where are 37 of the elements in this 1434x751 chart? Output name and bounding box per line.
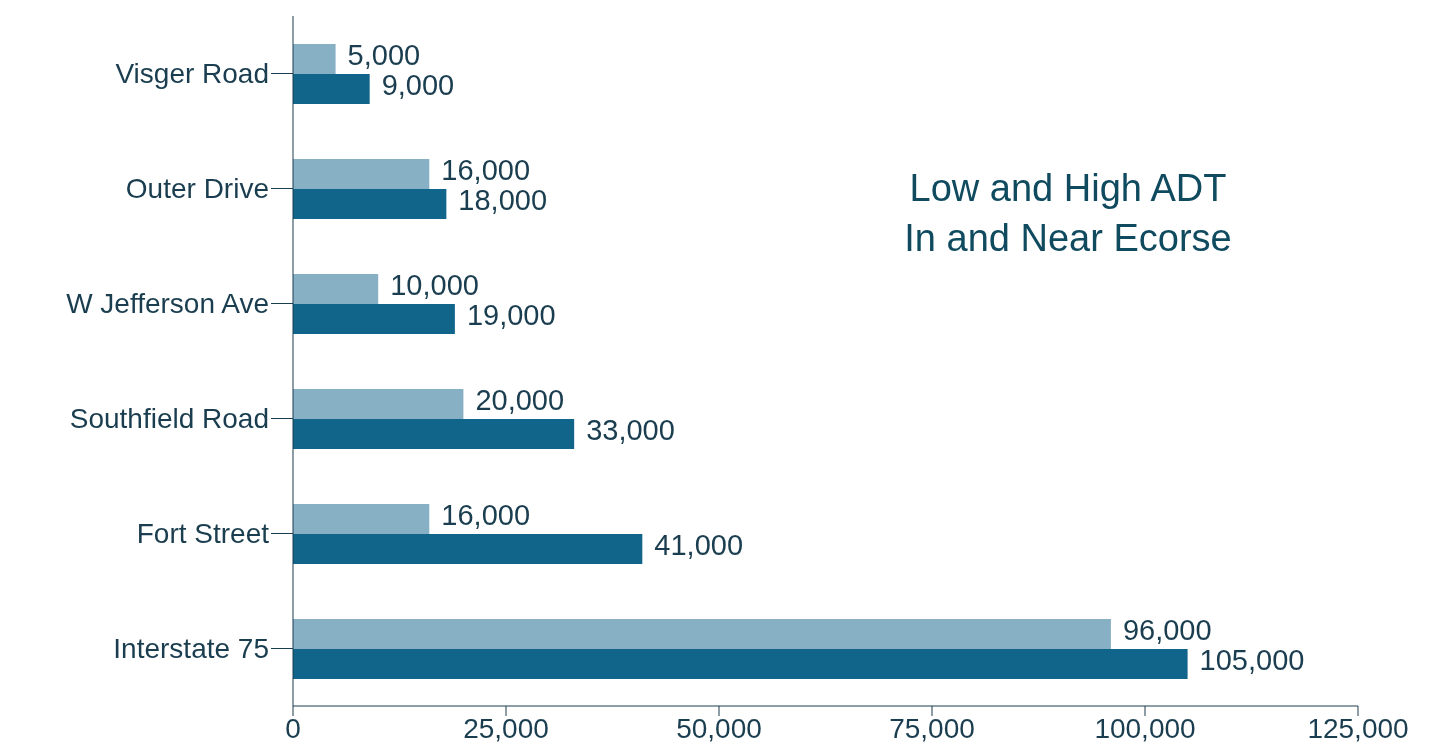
bar — [293, 619, 1111, 649]
y-tick-label: Southfield Road — [69, 403, 269, 435]
data-label: 20,000 — [475, 383, 565, 416]
text: Low and High ADT In and Near Ecorse — [903, 166, 1233, 261]
data-label: 10,000 — [390, 268, 479, 301]
y-tick-label: Fort Street — [136, 518, 270, 550]
data-label: 33,000 — [586, 413, 675, 446]
bar — [293, 304, 455, 334]
bar — [293, 74, 370, 104]
x-tick-label: 50,000 — [676, 712, 762, 744]
y-tick-label: Interstate 75 — [113, 633, 269, 665]
x-tick-label: 75,000 — [889, 712, 975, 744]
y-tick-label: Visger Road — [115, 58, 269, 90]
data-label: 18,000 — [458, 183, 548, 216]
data-label: 5,000 — [347, 38, 421, 71]
y-tick-label: Outer Drive — [125, 173, 269, 205]
bar — [293, 389, 464, 419]
x-tick-label: 25,000 — [463, 712, 549, 744]
data-label: 16,000 — [441, 498, 531, 531]
data-label: 16,000 — [441, 153, 531, 186]
data-label: 41,000 — [654, 528, 744, 561]
bar — [293, 649, 1188, 679]
data-label: 96,000 — [1122, 613, 1212, 646]
y-tick-label: W Jefferson Ave — [66, 288, 269, 320]
data-label: 19,000 — [466, 298, 556, 331]
bar — [293, 534, 643, 564]
data-label: 105,000 — [1199, 643, 1305, 676]
x-tick-label: 125,000 — [1307, 712, 1409, 744]
bar — [293, 274, 379, 304]
x-tick-label: 100,000 — [1094, 712, 1196, 744]
bar — [293, 419, 575, 449]
bar — [293, 504, 430, 534]
data-label: 9,000 — [381, 68, 455, 101]
bar — [293, 44, 336, 74]
bar — [293, 159, 430, 189]
x-tick-label: 0 — [285, 712, 301, 744]
bar — [293, 189, 447, 219]
